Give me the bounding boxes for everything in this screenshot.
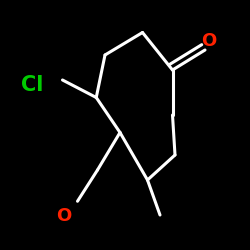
Text: O: O	[201, 32, 216, 50]
Text: Cl: Cl	[22, 75, 44, 95]
Text: O: O	[56, 207, 72, 225]
